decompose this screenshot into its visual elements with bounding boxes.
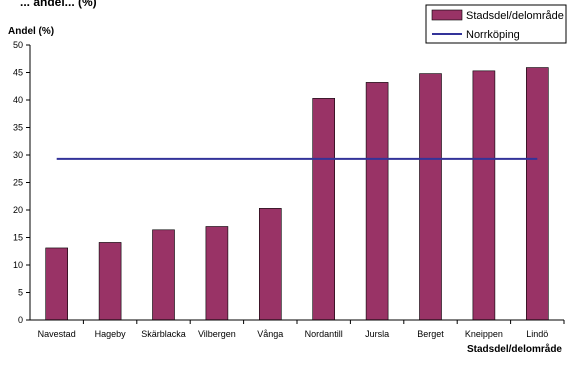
x-tick-label-navestad: Navestad (38, 329, 76, 339)
x-tick-label-hageby: Hageby (95, 329, 127, 339)
y-tick-label-5: 5 (18, 288, 23, 298)
bar-lindö (525, 67, 549, 321)
y-tick-label-35: 35 (13, 123, 23, 133)
chart-title: ... andel... (%) (20, 0, 97, 9)
y-axis-title: Andel (%) (8, 26, 54, 37)
y-tick-label-45: 45 (13, 68, 23, 78)
legend-label-line: Norrköping (466, 29, 520, 41)
y-tick-label-10: 10 (13, 260, 23, 270)
bar-vilbergen (205, 226, 229, 321)
y-tick-label-40: 40 (13, 95, 23, 105)
bar-kneippen (472, 70, 496, 321)
bar-hageby (98, 242, 122, 321)
y-tick-label-20: 20 (13, 205, 23, 215)
legend: Stadsdel/delområde Norrköping (425, 4, 567, 44)
bar-berget (419, 73, 442, 321)
y-axis-ticks: 0 5 10 15 20 25 30 35 40 45 50 (13, 40, 30, 325)
legend-label-bars: Stadsdel/delområde (466, 10, 564, 22)
bar-skärblacka (152, 229, 175, 321)
y-tick-label-15: 15 (13, 233, 23, 243)
y-tick-label-50: 50 (13, 40, 23, 50)
y-tick-label-30: 30 (13, 150, 23, 160)
bar-nordantill (312, 98, 336, 321)
x-axis-title: Stadsdel/delområde (467, 343, 562, 355)
x-tick-label-lindö: Lindö (526, 329, 548, 339)
x-tick-label-vånga: Vånga (257, 329, 283, 339)
x-axis-labels: Navestad Hageby Skärblacka Vilbergen Vånga No… (38, 320, 565, 339)
x-tick-label-vilbergen: Vilbergen (198, 329, 236, 339)
bar-jursla (365, 82, 389, 321)
bar-vånga (258, 208, 282, 321)
legend-swatch-bars (431, 9, 463, 21)
x-tick-label-kneippen: Kneippen (465, 329, 503, 339)
y-tick-label-25: 25 (13, 178, 23, 188)
x-tick-label-berget: Berget (417, 329, 444, 339)
y-tick-label-0: 0 (18, 315, 23, 325)
x-tick-label-nordantill: Nordantill (305, 329, 343, 339)
x-tick-label-skärblacka: Skärblacka (141, 329, 186, 339)
bar-navestad (45, 247, 69, 321)
bars (45, 67, 549, 321)
x-tick-label-jursla: Jursla (365, 329, 389, 339)
